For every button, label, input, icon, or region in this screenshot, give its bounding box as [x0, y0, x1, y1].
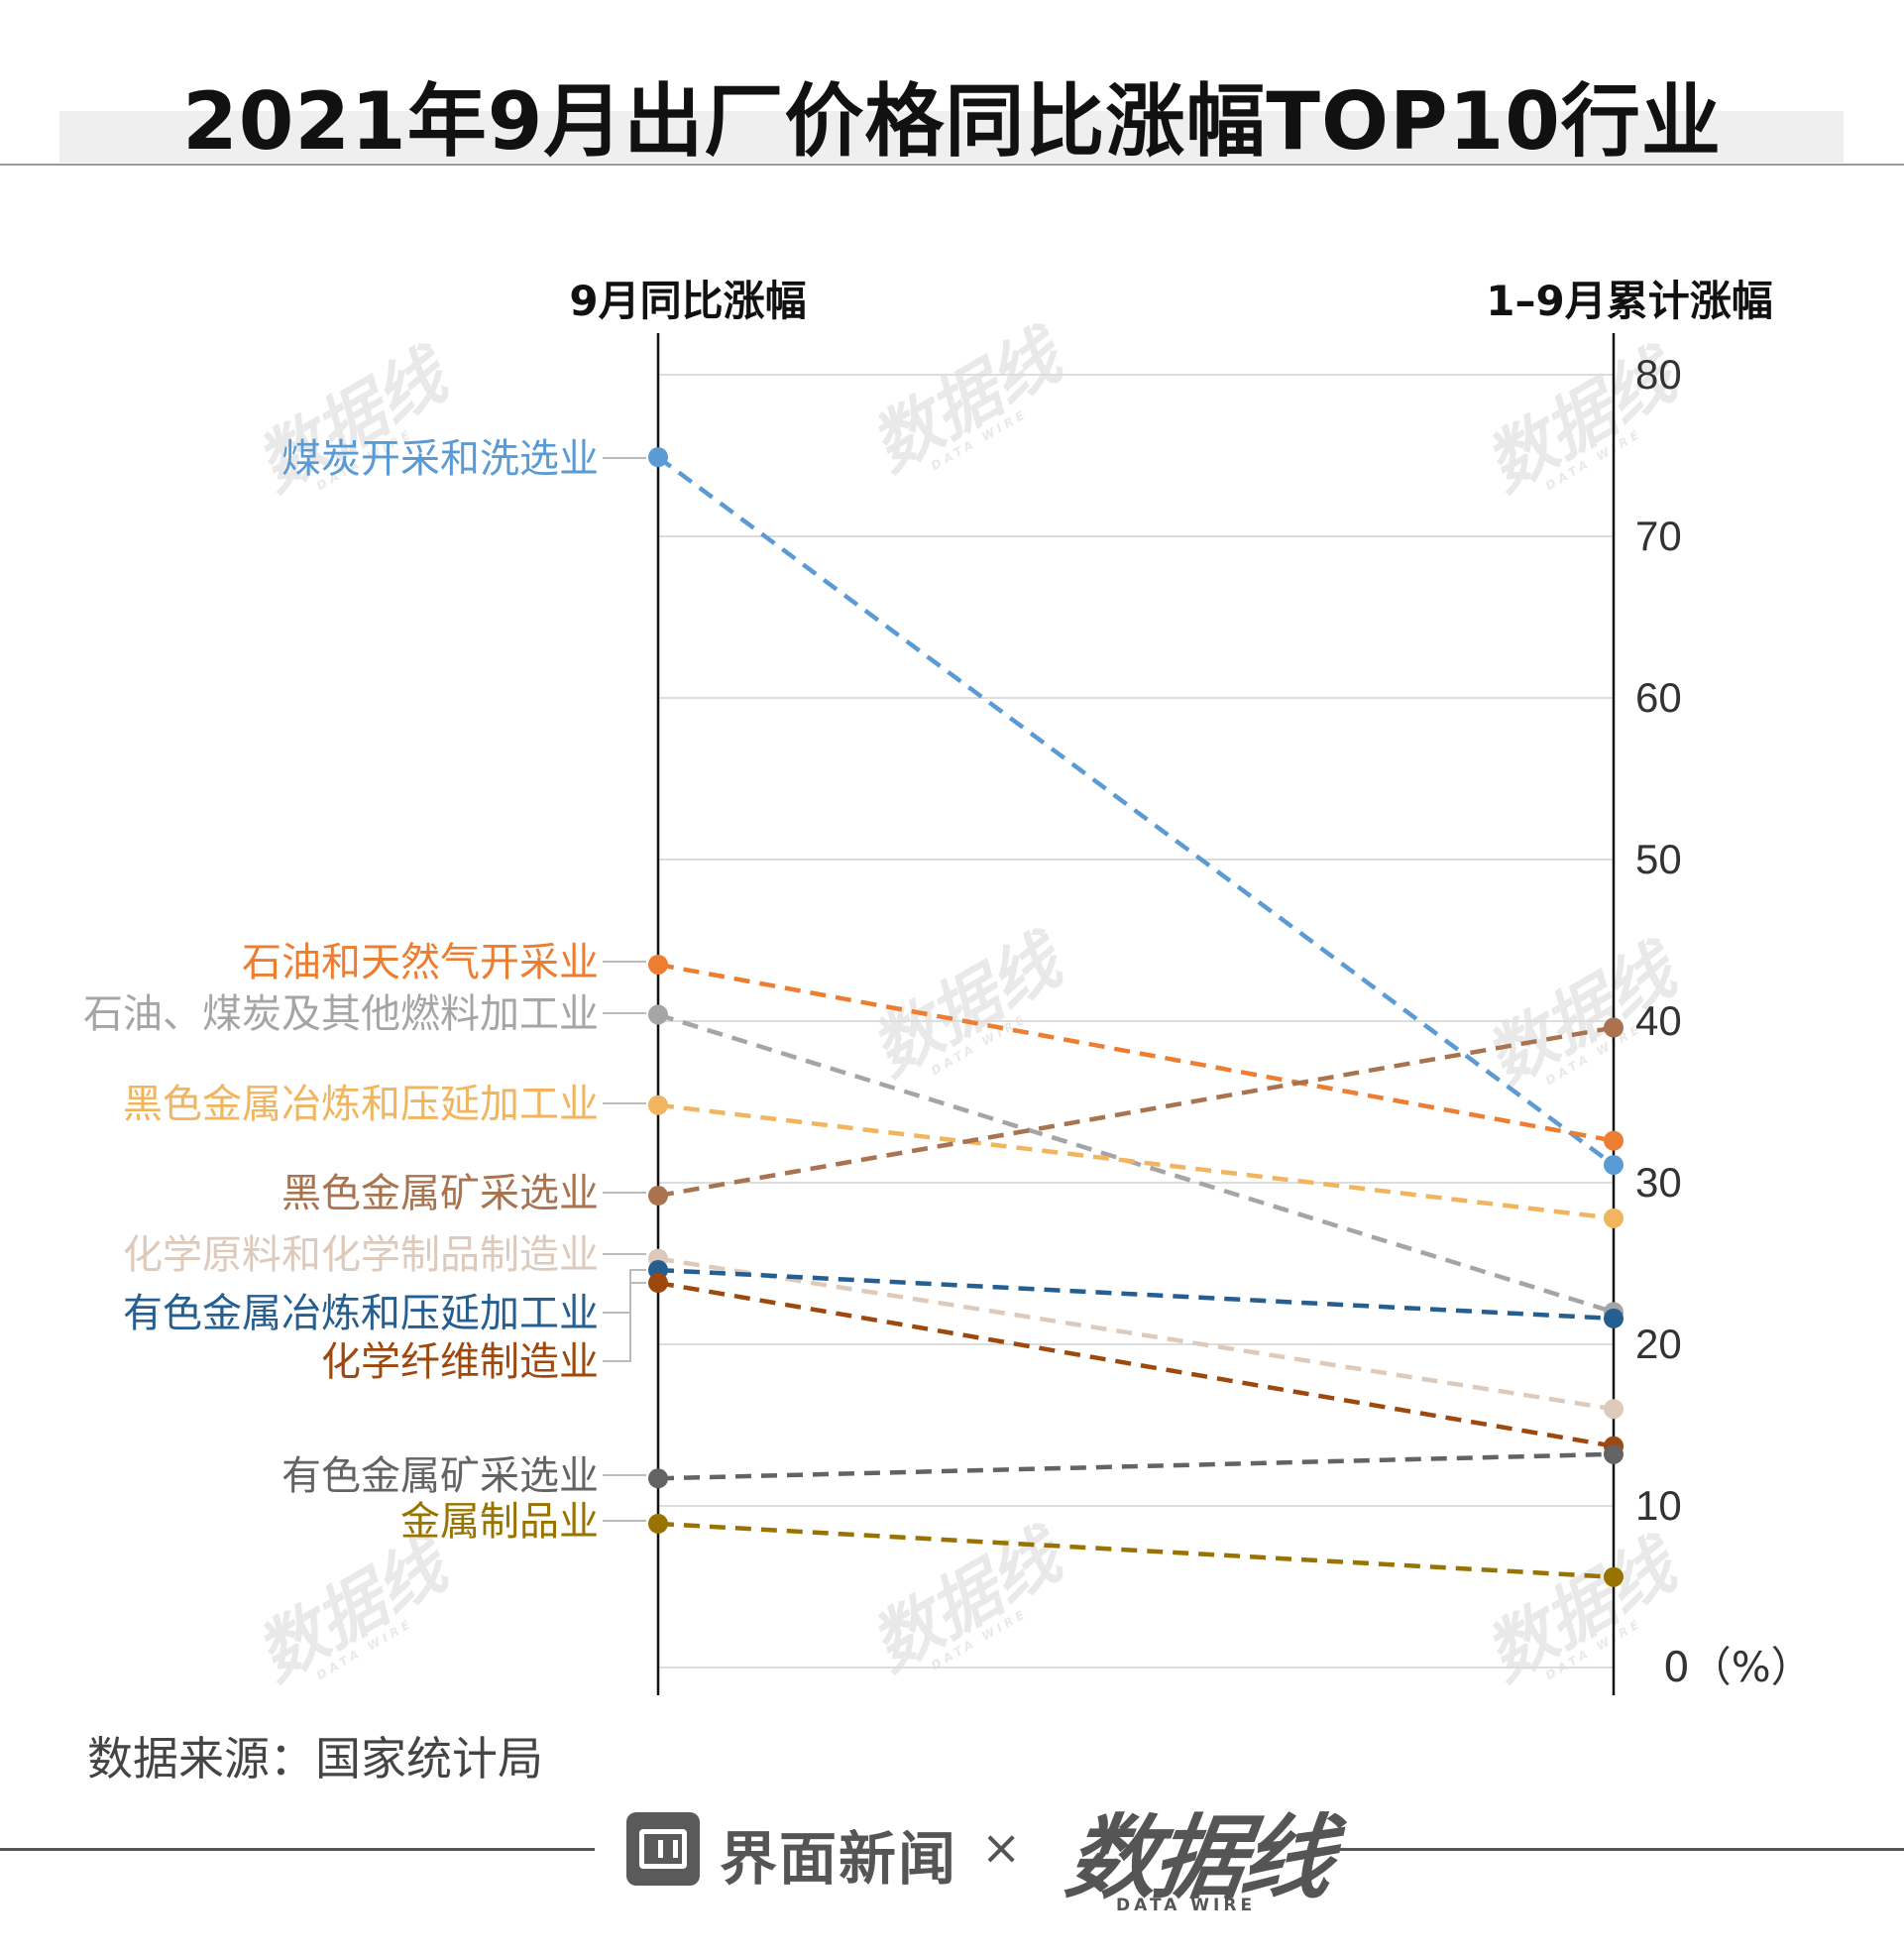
footer-rule-right [1308, 1848, 1904, 1851]
right-point [1604, 1566, 1624, 1587]
y-tick-label: 50 [1635, 836, 1682, 882]
left-axis-header: 9月同比涨幅 [569, 277, 806, 325]
series-label: 金属制品业 [400, 1499, 599, 1545]
left-point [648, 447, 668, 468]
y-tick-label: 10 [1635, 1482, 1682, 1529]
left-point [648, 1273, 668, 1294]
right-point [1604, 1308, 1624, 1328]
right-point [1604, 1155, 1624, 1176]
left-point [648, 1468, 668, 1489]
slope-line [656, 455, 1616, 1167]
right-point [1604, 1017, 1624, 1038]
y-tick-label: 80 [1635, 351, 1682, 398]
title-band [59, 111, 1844, 163]
right-point [1604, 1399, 1624, 1420]
right-point [1604, 1208, 1624, 1228]
series-label: 黑色金属冶炼和压延加工业 [123, 1082, 599, 1127]
series-label: 黑色金属矿采选业 [281, 1171, 599, 1216]
label-leader [603, 1269, 646, 1314]
series-label: 煤炭开采和洗选业 [281, 436, 599, 482]
brand-jiemian: 界面新闻 [720, 1825, 958, 1893]
left-point [648, 1094, 668, 1115]
chart-title: 2021年9月出厂价格同比涨幅TOP10行业 [182, 75, 1722, 168]
right-axis-header: 1–9月累计涨幅 [1486, 277, 1772, 325]
y-unit-label: 0（%） [1663, 1643, 1813, 1691]
slope-line [657, 1012, 1615, 1315]
left-point [648, 1186, 668, 1207]
series-label: 有色金属矿采选业 [281, 1453, 599, 1499]
left-point [648, 1004, 668, 1025]
title-divider [0, 164, 1904, 166]
slope-line [657, 1256, 1615, 1412]
y-tick-label: 70 [1635, 513, 1682, 559]
jiemian-logo-icon [626, 1812, 700, 1886]
right-point [1604, 1130, 1624, 1151]
slope-line [657, 962, 1615, 1143]
brand-separator: × [981, 1820, 1022, 1876]
y-tick-label: 40 [1635, 997, 1682, 1044]
series-label: 石油、煤炭及其他燃料加工业 [83, 991, 599, 1037]
slope-line [657, 1521, 1615, 1579]
brand-datawire-sub: DATA WIRE [1116, 1896, 1257, 1915]
series-label: 化学原料和化学制品制造业 [123, 1232, 599, 1278]
footer-rule-left [0, 1848, 595, 1851]
y-tick-label: 60 [1635, 674, 1682, 721]
series-label: 化学纤维制造业 [321, 1339, 599, 1385]
data-source: 数据来源：国家统计局 [87, 1732, 543, 1785]
slope-line [657, 1280, 1615, 1448]
series-label: 石油和天然气开采业 [242, 940, 599, 985]
right-point [1604, 1443, 1624, 1464]
slope-line [657, 1451, 1615, 1481]
left-point [648, 954, 668, 975]
left-point [648, 1513, 668, 1534]
y-tick-label: 30 [1635, 1159, 1682, 1206]
slope-line [657, 1025, 1615, 1199]
series-label: 有色金属冶炼和压延加工业 [123, 1291, 599, 1336]
slope-line [657, 1102, 1615, 1221]
y-tick-label: 20 [1635, 1321, 1682, 1367]
label-leader [603, 1282, 646, 1362]
slope-line [657, 1267, 1615, 1322]
